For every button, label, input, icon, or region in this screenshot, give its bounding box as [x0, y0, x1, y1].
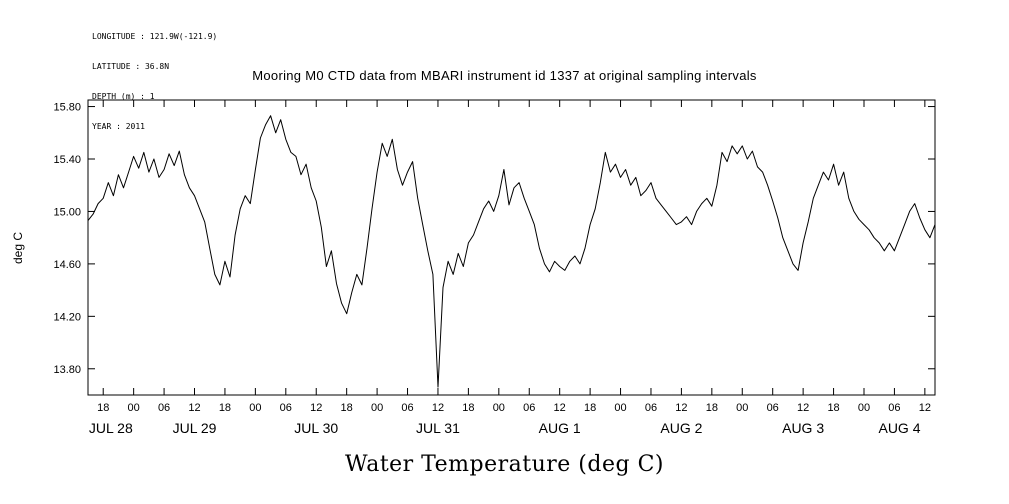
y-tick-label: 14.60: [53, 259, 81, 271]
x-tick-label: 18: [462, 402, 474, 414]
x-tick-label: 00: [614, 402, 626, 414]
x-tick-label: 18: [827, 402, 839, 414]
x-tick-label: 00: [371, 402, 383, 414]
x-tick-label: 18: [706, 402, 718, 414]
day-label: JUL 28: [89, 420, 133, 436]
day-label: AUG 3: [782, 420, 824, 436]
metadata-block: LONGITUDE : 121.9W(-121.9) LATITUDE : 36…: [92, 12, 217, 152]
axes-box: [87, 99, 936, 396]
day-label: AUG 4: [878, 420, 920, 436]
y-tick-label: 15.00: [53, 206, 81, 218]
day-label: JUL 30: [294, 420, 338, 436]
x-tick-label: 12: [554, 402, 566, 414]
x-tick-label: 00: [493, 402, 505, 414]
x-tick-label: 12: [675, 402, 687, 414]
y-tick-label: 14.20: [53, 311, 81, 323]
day-label: AUG 1: [539, 420, 581, 436]
x-tick-label: 00: [858, 402, 870, 414]
x-tick-label: 12: [432, 402, 444, 414]
day-label: AUG 2: [660, 420, 702, 436]
x-tick-label: 06: [401, 402, 413, 414]
x-tick-label: 18: [97, 402, 109, 414]
x-tick-label: 00: [249, 402, 261, 414]
y-tick-label: 15.80: [53, 102, 81, 114]
day-label: JUL 31: [416, 420, 460, 436]
x-tick-label: 00: [736, 402, 748, 414]
x-tick-label: 06: [888, 402, 900, 414]
metadata-latitude: LATITUDE : 36.8N: [92, 62, 170, 71]
x-tick-label: 12: [919, 402, 931, 414]
temperature-line: [87, 115, 936, 388]
y-tick-label: 15.40: [53, 154, 81, 166]
x-tick-label: 06: [523, 402, 535, 414]
day-label: JUL 29: [173, 420, 217, 436]
x-tick-label: 00: [128, 402, 140, 414]
x-tick-label: 12: [188, 402, 200, 414]
x-tick-label: 06: [767, 402, 779, 414]
bottom-axis-title: Water Temperature (deg C): [345, 452, 664, 477]
y-tick-label: 13.80: [53, 364, 81, 376]
x-tick-label: 06: [280, 402, 292, 414]
x-tick-label: 12: [310, 402, 322, 414]
x-tick-label: 18: [341, 402, 353, 414]
metadata-longitude: LONGITUDE : 121.9W(-121.9): [92, 32, 218, 41]
x-tick-label: 18: [219, 402, 231, 414]
chart-title: Mooring M0 CTD data from MBARI instrumen…: [252, 68, 757, 83]
x-tick-label: 06: [645, 402, 657, 414]
metadata-depth: DEPTH (m) : 1: [92, 92, 155, 101]
metadata-year: YEAR : 2011: [92, 122, 145, 131]
x-tick-label: 12: [797, 402, 809, 414]
x-tick-label: 18: [584, 402, 596, 414]
x-tick-label: 06: [158, 402, 170, 414]
